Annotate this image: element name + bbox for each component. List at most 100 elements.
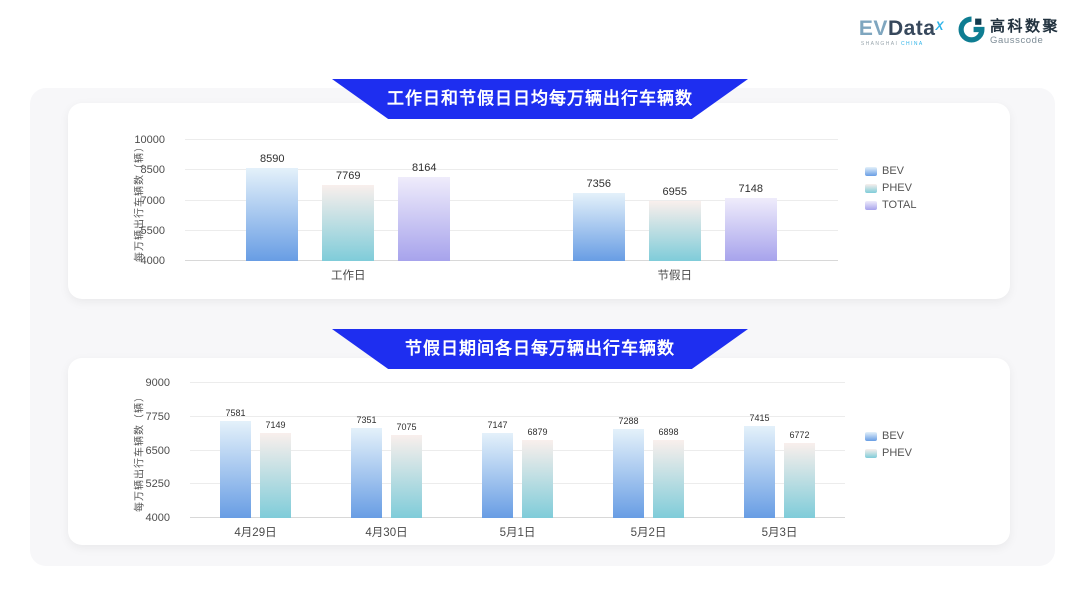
bar-wrap: 7415 xyxy=(744,383,775,518)
bar-wrap: 6898 xyxy=(653,383,684,518)
bar-value-label: 7769 xyxy=(336,170,361,182)
gridline xyxy=(185,260,838,261)
legend-label: BEV xyxy=(882,165,905,177)
legend-label: BEV xyxy=(882,430,905,442)
y-axis: 4000 5500 7000 8500 10000 xyxy=(68,134,175,267)
y-tick-label: 5500 xyxy=(140,224,165,237)
gausscode-g-icon xyxy=(958,16,985,48)
chart2-card: 每万辆出行车辆数（辆） 4000 5250 6500 7750 9000 7581 714… xyxy=(68,358,1010,545)
bar-wrap: 7769 xyxy=(322,140,375,261)
bar-wrap: 7075 xyxy=(391,383,422,518)
bar-bev[interactable] xyxy=(220,421,251,518)
bar-wrap: 6955 xyxy=(648,140,701,261)
bar-value-label: 7415 xyxy=(749,412,770,423)
gridline xyxy=(190,382,845,383)
category-label: 4月29日 xyxy=(234,527,277,539)
chart1-title-banner: 工作日和节假日日均每万辆出行车辆数 xyxy=(332,79,748,119)
gridline xyxy=(190,483,845,485)
bar-value-label: 6879 xyxy=(527,427,548,438)
legend-item-bev[interactable]: BEV xyxy=(865,430,912,442)
gausscode-cn-name: 高科数聚 xyxy=(989,17,1060,35)
bar-value-label: 7581 xyxy=(225,408,246,419)
bar-value-label: 7147 xyxy=(487,420,508,431)
evdata-ev-text: EV xyxy=(858,17,888,40)
y-tick-label: 7000 xyxy=(140,194,165,207)
header: EVDataX SHANGHAI CHINA 高科数聚 Gausscode xyxy=(859,16,1060,48)
y-axis: 4000 5250 6500 7750 9000 xyxy=(68,377,180,524)
bar-value-label: 6955 xyxy=(662,186,687,199)
evdata-x-icon: X xyxy=(935,19,944,33)
legend-swatch-icon xyxy=(865,431,877,441)
gridline xyxy=(185,229,838,231)
gridline xyxy=(185,139,838,140)
legend-swatch-icon xyxy=(865,448,877,458)
bar-bev[interactable] xyxy=(744,425,775,518)
category-label: 5月1日 xyxy=(499,527,536,539)
legend: BEV PHEV TOTAL xyxy=(865,165,916,211)
chart1-card: 每万辆出行车辆数（辆） 4000 5500 7000 8500 10000 8590 77… xyxy=(68,103,1010,299)
legend-item-bev[interactable]: BEV xyxy=(865,165,916,177)
gridline xyxy=(190,517,845,518)
bar-bev[interactable] xyxy=(572,193,625,261)
evdata-subtitle: SHANGHAI CHINA xyxy=(861,41,924,47)
gausscode-text: 高科数聚 Gausscode xyxy=(989,17,1060,46)
bar-group: 7351 7075 4月30日 xyxy=(351,383,422,539)
y-tick-label: 9000 xyxy=(145,377,170,389)
gridline xyxy=(185,199,838,201)
legend: BEV PHEV xyxy=(865,430,912,459)
bar-group: 7147 6879 5月1日 xyxy=(482,383,553,539)
bar-wrap: 8590 xyxy=(246,140,299,261)
bar-value-label: 6898 xyxy=(658,426,679,437)
legend-item-phev[interactable]: PHEV xyxy=(865,182,916,194)
y-tick-label: 4000 xyxy=(140,255,165,267)
bar-group: 7581 7149 4月29日 xyxy=(220,383,291,539)
legend-label: PHEV xyxy=(882,447,912,459)
bar-wrap: 7356 xyxy=(572,140,625,261)
bar-value-label: 7148 xyxy=(738,182,763,195)
legend-swatch-icon xyxy=(865,166,877,176)
legend-label: TOTAL xyxy=(882,199,917,211)
y-tick-label: 10000 xyxy=(134,134,165,146)
evdata-logo: EVDataX SHANGHAI CHINA xyxy=(859,16,944,48)
plot-area: 7581 7149 4月29日 7351 7075 4月30日 7147 6879 5月1日 72… xyxy=(190,382,845,539)
y-tick-label: 6500 xyxy=(145,444,170,457)
evdata-subtitle-shanghai: SHANGHAI xyxy=(860,41,899,47)
chart2-title-banner: 节假日期间各日每万辆出行车辆数 xyxy=(332,329,748,369)
bar-phev[interactable] xyxy=(522,440,553,518)
bar-wrap: 7288 xyxy=(613,383,644,518)
bar-wrap: 7581 xyxy=(220,383,251,518)
y-tick-label: 8500 xyxy=(140,164,165,177)
bar-phev[interactable] xyxy=(648,201,701,261)
bar-phev[interactable] xyxy=(391,434,422,518)
bar-group: 7415 6772 5月3日 xyxy=(744,383,815,539)
y-tick-label: 7750 xyxy=(145,410,170,423)
bar-total[interactable] xyxy=(398,177,451,261)
bar-value-label: 8590 xyxy=(260,153,285,166)
bar-bev[interactable] xyxy=(351,427,382,518)
bar-phev[interactable] xyxy=(322,185,375,261)
bar-bev[interactable] xyxy=(246,168,299,261)
bar-phev[interactable] xyxy=(784,443,815,518)
bar-phev[interactable] xyxy=(653,439,684,518)
legend-item-total[interactable]: TOTAL xyxy=(865,199,916,211)
category-label: 5月2日 xyxy=(630,527,667,539)
bar-wrap: 7149 xyxy=(260,383,291,518)
bar-value-label: 8164 xyxy=(412,162,437,175)
legend-item-phev[interactable]: PHEV xyxy=(865,447,912,459)
bar-value-label: 7356 xyxy=(586,178,611,191)
bar-wrap: 6879 xyxy=(522,383,553,518)
bar-value-label: 7288 xyxy=(618,416,639,427)
y-tick-label: 5250 xyxy=(145,478,170,491)
evdata-wordmark: EVDataX xyxy=(859,18,944,40)
bar-value-label: 7075 xyxy=(396,421,417,432)
bar-total[interactable] xyxy=(724,197,777,261)
bar-phev[interactable] xyxy=(260,432,291,518)
bar-bev[interactable] xyxy=(613,429,644,518)
bar-wrap: 8164 xyxy=(398,140,451,261)
bar-bev[interactable] xyxy=(482,433,513,518)
gridline xyxy=(190,449,845,451)
bar-value-label: 7149 xyxy=(265,419,286,430)
bar-group: 8590 7769 8164 工作日 xyxy=(246,140,451,282)
y-tick-label: 4000 xyxy=(145,512,170,524)
